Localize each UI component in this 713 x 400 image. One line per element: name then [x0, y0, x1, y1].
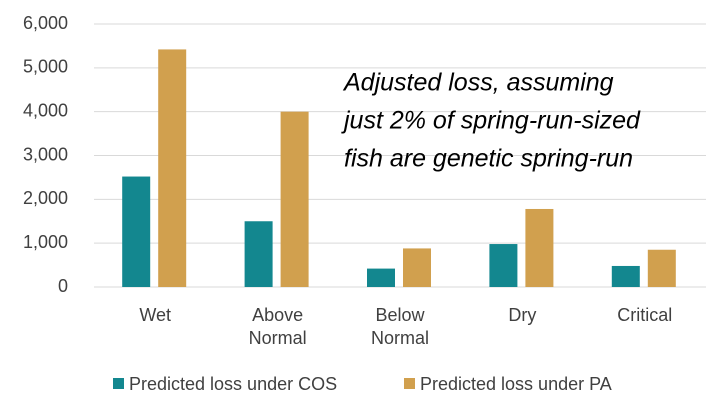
annotation: fish are genetic spring-run [344, 145, 633, 173]
bar [489, 244, 518, 287]
legend-label: Predicted loss under COS [129, 374, 337, 394]
bar [367, 268, 395, 287]
x-tick-label: Wet [139, 305, 171, 325]
legend-swatch [404, 378, 415, 389]
bar [244, 221, 273, 287]
bar [611, 265, 640, 287]
legend-swatch [113, 378, 124, 389]
bar [403, 248, 431, 287]
bar [525, 208, 554, 287]
legend-label: Predicted loss under PA [420, 374, 612, 394]
x-tick-label: Dry [508, 305, 536, 325]
y-tick-label: 5,000 [23, 57, 68, 77]
annotation: Adjusted loss, assuming [342, 69, 614, 97]
bar [122, 176, 151, 287]
y-tick-label: 2,000 [23, 188, 68, 208]
annotation: just 2% of spring-run-sized [341, 107, 641, 135]
x-tick-label: Above Normal [249, 305, 307, 348]
bar [158, 49, 187, 287]
y-tick-label: 1,000 [23, 232, 68, 252]
bar [280, 111, 309, 288]
y-tick-label: 3,000 [23, 144, 68, 164]
x-tick-label: Below Normal [371, 305, 429, 348]
bar [647, 249, 676, 287]
x-tick-label: Critical [617, 305, 672, 325]
y-tick-label: 0 [58, 276, 68, 296]
y-tick-label: 4,000 [23, 100, 68, 120]
y-tick-label: 6,000 [23, 13, 68, 33]
